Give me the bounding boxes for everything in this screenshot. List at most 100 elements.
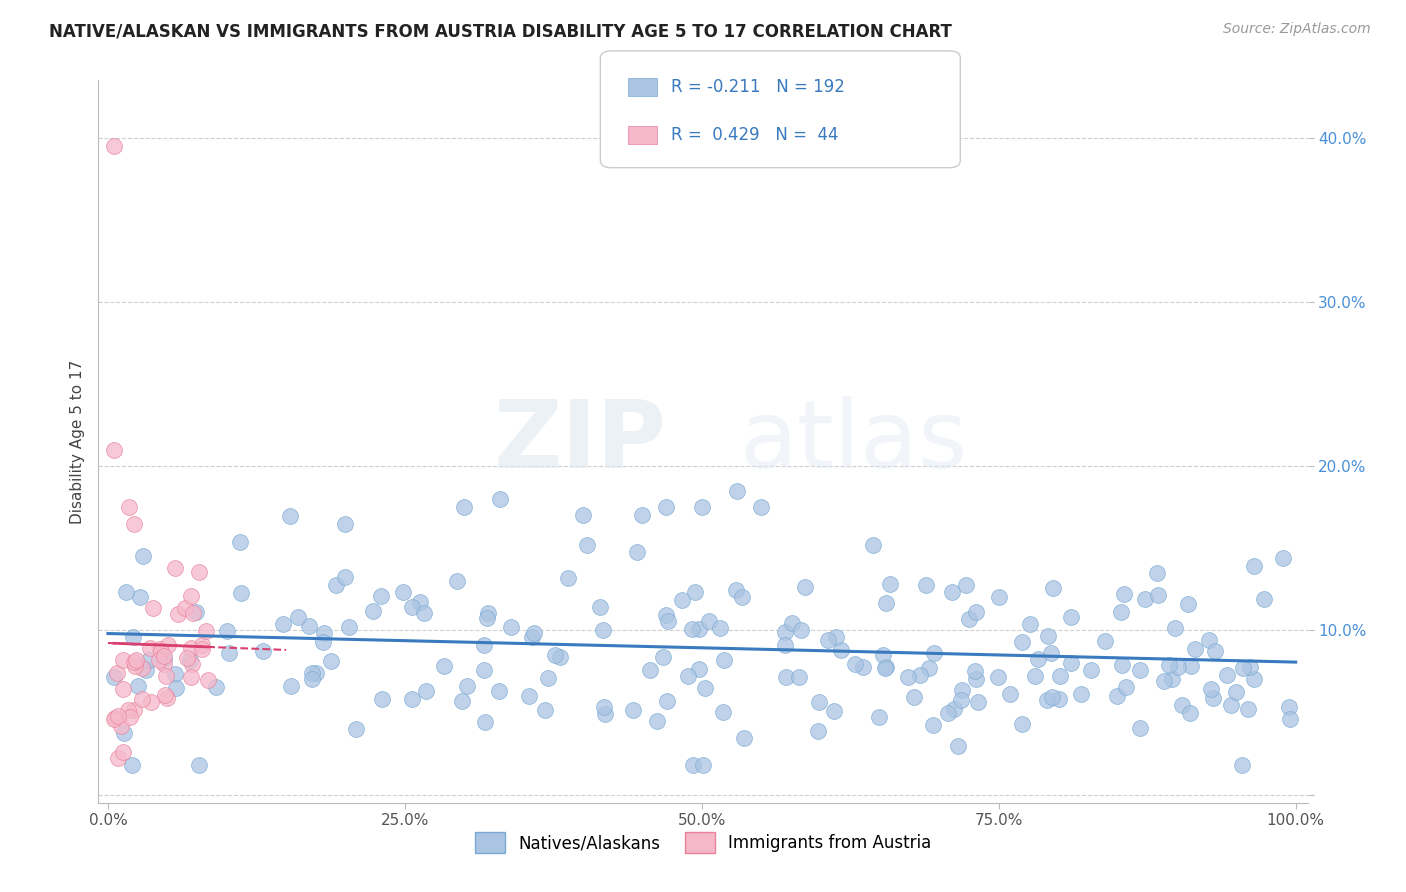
Point	[688, 622, 710, 636]
Point	[131, 661, 153, 675]
Point	[127, 679, 149, 693]
Point	[1112, 586, 1135, 600]
Point	[1060, 657, 1083, 671]
Point	[301, 672, 323, 686]
Point	[1253, 591, 1275, 606]
Point	[152, 657, 174, 672]
Point	[557, 571, 579, 585]
Point	[1177, 597, 1199, 611]
Point	[682, 758, 704, 772]
Point	[314, 626, 336, 640]
Point	[111, 745, 134, 759]
Point	[924, 646, 946, 660]
Text: atlas: atlas	[740, 395, 967, 488]
Point	[271, 617, 294, 632]
Point	[773, 625, 796, 640]
Point	[475, 611, 498, 625]
Point	[152, 649, 174, 664]
Point	[287, 610, 309, 624]
Point	[794, 580, 817, 594]
Point	[446, 574, 468, 589]
Point	[1080, 663, 1102, 677]
Point	[305, 665, 328, 680]
Text: Source: ZipAtlas.com: Source: ZipAtlas.com	[1223, 22, 1371, 37]
Point	[1220, 698, 1243, 712]
Point	[1111, 658, 1133, 673]
Point	[593, 706, 616, 721]
Point	[844, 657, 866, 671]
Point	[155, 690, 177, 705]
Point	[401, 600, 423, 615]
Point	[1201, 690, 1223, 705]
Point	[1271, 551, 1294, 566]
Point	[1060, 609, 1083, 624]
Point	[780, 616, 803, 631]
Point	[122, 516, 145, 531]
Point	[118, 710, 141, 724]
Point	[122, 630, 145, 644]
Point	[103, 139, 125, 153]
Point	[1115, 681, 1137, 695]
Point	[155, 669, 177, 683]
Point	[413, 606, 436, 620]
Point	[1129, 663, 1152, 677]
Point	[790, 624, 813, 638]
Point	[451, 694, 474, 708]
Point	[122, 656, 145, 670]
Point	[1011, 635, 1033, 649]
Point	[408, 595, 430, 609]
Point	[125, 653, 148, 667]
Point	[731, 590, 754, 604]
Point	[817, 632, 839, 647]
Point	[1026, 652, 1049, 666]
Point	[228, 535, 250, 549]
Point	[589, 600, 612, 615]
Point	[155, 688, 177, 702]
Point	[105, 666, 128, 681]
Point	[592, 699, 614, 714]
Point	[122, 703, 145, 717]
Point	[1232, 661, 1254, 675]
Point	[873, 661, 896, 675]
Point	[681, 623, 703, 637]
Point	[110, 719, 132, 733]
Point	[775, 670, 797, 684]
Point	[537, 671, 560, 685]
Point	[773, 638, 796, 652]
Point	[156, 638, 179, 652]
Point	[180, 670, 202, 684]
Point	[141, 694, 163, 708]
Point	[533, 703, 555, 717]
Point	[138, 641, 160, 656]
Point	[117, 703, 139, 717]
Point	[477, 606, 499, 620]
Point	[138, 653, 160, 667]
Point	[1171, 698, 1194, 713]
Point	[191, 638, 214, 652]
Point	[936, 706, 959, 720]
Point	[917, 661, 939, 675]
Point	[1239, 659, 1261, 673]
Text: R = -0.211   N = 192: R = -0.211 N = 192	[671, 78, 845, 95]
Point	[173, 600, 195, 615]
Point	[1049, 669, 1071, 683]
Point	[191, 642, 214, 657]
Point	[1133, 591, 1156, 606]
Point	[1164, 621, 1187, 635]
Point	[1167, 660, 1189, 674]
Point	[868, 710, 890, 724]
Point	[699, 614, 721, 628]
Point	[335, 516, 357, 531]
Point	[1279, 712, 1302, 726]
Point	[693, 681, 716, 695]
Point	[640, 663, 662, 677]
Point	[676, 669, 699, 683]
Point	[645, 714, 668, 728]
Point	[489, 491, 512, 506]
Point	[1094, 633, 1116, 648]
Point	[118, 500, 141, 515]
Point	[1198, 633, 1220, 648]
Point	[135, 664, 157, 678]
Point	[1109, 605, 1132, 619]
Point	[955, 578, 977, 592]
